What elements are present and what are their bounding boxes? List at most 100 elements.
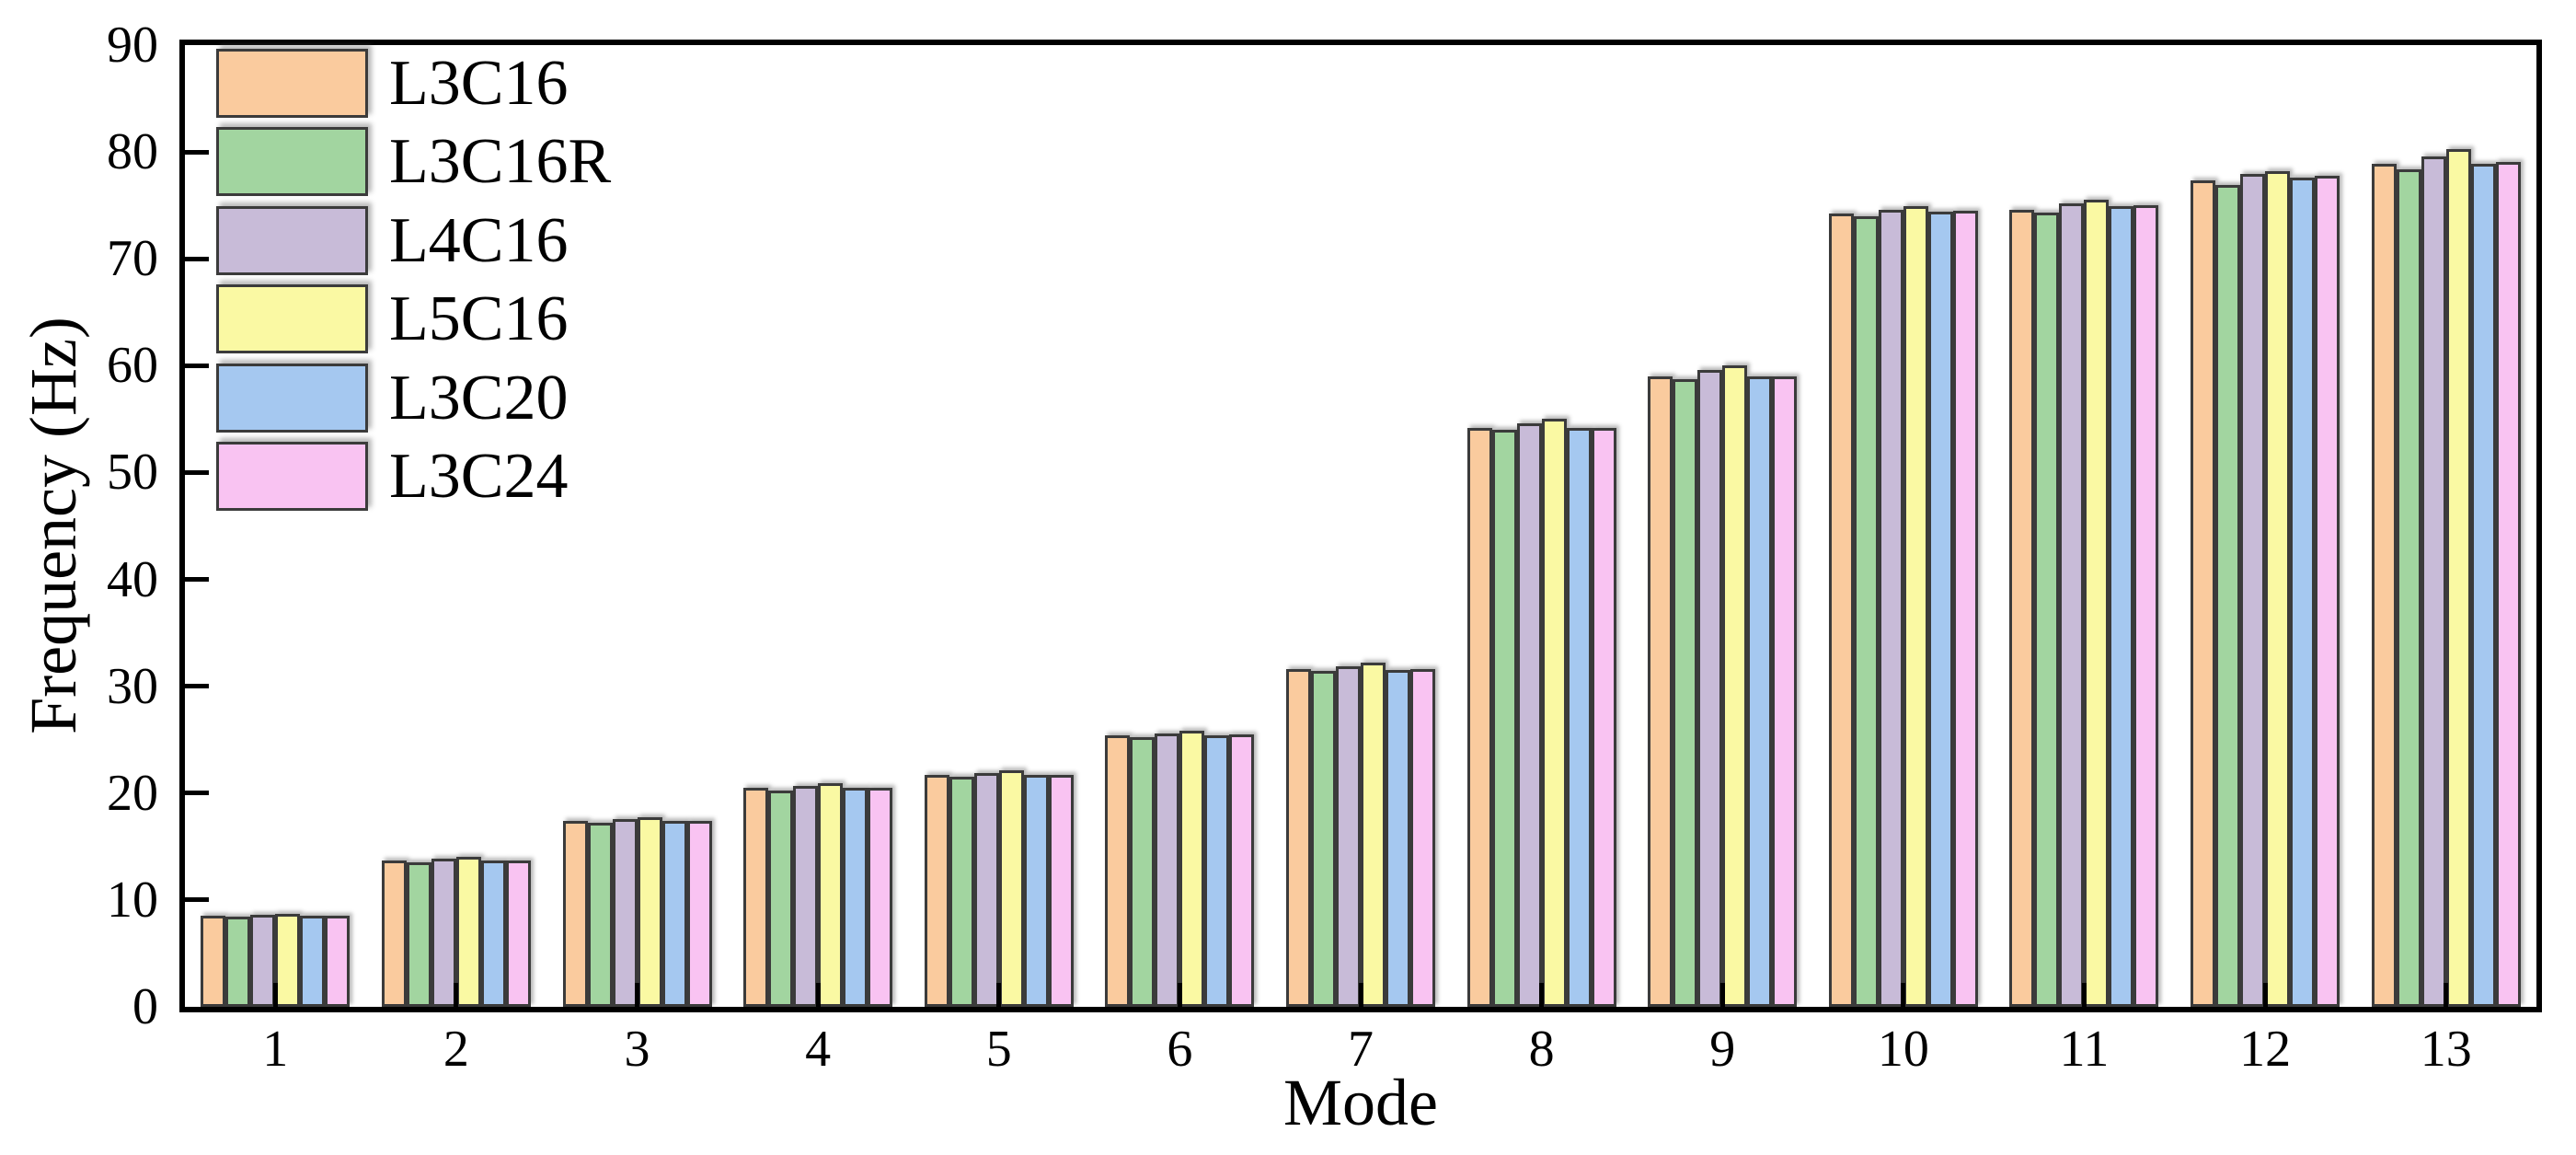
- x-tick-mode-8: [1539, 983, 1545, 1007]
- bar-mode8-L4C16: [1516, 423, 1542, 1007]
- x-tick-label-mode-2: 2: [443, 1021, 469, 1078]
- bar-mode11-L3C24: [2133, 205, 2159, 1007]
- x-tick-mode-9: [1719, 983, 1725, 1007]
- bar-mode4-L5C16: [818, 783, 844, 1007]
- bar-mode13-L3C16R: [2396, 169, 2421, 1007]
- bar-mode9-L3C16R: [1673, 379, 1698, 1007]
- x-tick-label-mode-12: 12: [2239, 1021, 2292, 1078]
- x-tick-label-mode-4: 4: [805, 1021, 832, 1078]
- bar-group-mode-7: [1271, 45, 1452, 1007]
- bar-mode12-L3C20: [2290, 178, 2316, 1007]
- x-tick-label-mode-6: 6: [1167, 1021, 1193, 1078]
- plot-area: [179, 40, 2542, 1012]
- bar-mode1-L5C16: [275, 914, 301, 1007]
- legend-swatch-L3C16: [216, 49, 368, 118]
- bar-mode2-L4C16: [431, 859, 456, 1007]
- x-tick-label-mode-1: 1: [262, 1021, 289, 1078]
- legend-label-L5C16: L5C16: [389, 283, 569, 354]
- x-axis-title: Mode: [1283, 1066, 1438, 1139]
- bar-mode4-L4C16: [793, 786, 819, 1007]
- bar-mode7-L4C16: [1335, 666, 1361, 1007]
- bar-mode10-L5C16: [1903, 206, 1928, 1007]
- y-tick-label-10: 10: [107, 871, 158, 929]
- x-tick-mode-1: [272, 983, 278, 1007]
- bar-mode6-L4C16: [1155, 733, 1180, 1007]
- bar-mode13-L3C24: [2495, 162, 2521, 1007]
- legend-label-L3C16R: L3C16R: [389, 126, 612, 197]
- x-tick-mode-2: [454, 983, 459, 1007]
- bar-mode7-L3C24: [1409, 669, 1435, 1007]
- bar-mode4-L3C16R: [768, 791, 794, 1007]
- x-tick-label-mode-5: 5: [985, 1021, 1012, 1078]
- y-tick-label-50: 50: [107, 444, 158, 502]
- bar-mode11-L5C16: [2084, 200, 2110, 1007]
- x-tick-mode-5: [996, 983, 1002, 1007]
- bar-mode3-L3C16R: [587, 823, 613, 1007]
- bar-mode7-L3C16R: [1310, 671, 1336, 1007]
- bar-mode13-L4C16: [2421, 156, 2446, 1007]
- bar-mode1-L3C16R: [225, 917, 251, 1007]
- bar-mode3-L5C16: [637, 817, 662, 1007]
- bar-mode1-L4C16: [250, 915, 276, 1007]
- bar-mode11-L3C16R: [2034, 213, 2060, 1007]
- x-tick-mode-12: [2262, 983, 2268, 1007]
- bar-mode13-L3C16: [2371, 164, 2397, 1007]
- bar-mode9-L4C16: [1697, 370, 1723, 1007]
- bar-group-mode-10: [1813, 45, 1995, 1007]
- bar-mode6-L3C24: [1229, 734, 1255, 1007]
- bar-mode8-L3C24: [1591, 428, 1616, 1007]
- legend-swatch-L3C20: [216, 364, 368, 433]
- legend-swatch-L4C16: [216, 206, 368, 275]
- bar-mode4-L3C16: [743, 788, 769, 1007]
- y-tick-80: [185, 149, 209, 155]
- bar-group-mode-11: [1994, 45, 2175, 1007]
- legend-label-L3C20: L3C20: [389, 363, 569, 433]
- bar-mode10-L3C16R: [1853, 216, 1879, 1007]
- bar-mode7-L3C16: [1285, 669, 1311, 1007]
- bar-mode11-L3C16: [2009, 210, 2035, 1007]
- bar-mode2-L3C16: [381, 860, 407, 1007]
- bar-mode11-L3C20: [2109, 206, 2134, 1007]
- y-tick-60: [185, 363, 209, 368]
- bar-mode6-L5C16: [1179, 731, 1205, 1007]
- bar-group-mode-8: [1451, 45, 1632, 1007]
- bar-group-mode-5: [908, 45, 1089, 1007]
- x-tick-mode-11: [2081, 983, 2087, 1007]
- bar-mode3-L4C16: [612, 819, 638, 1007]
- y-tick-20: [185, 791, 209, 796]
- legend-label-L3C24: L3C24: [389, 441, 569, 512]
- y-tick-label-20: 20: [107, 764, 158, 822]
- bar-mode2-L5C16: [455, 857, 481, 1007]
- bar-mode7-L5C16: [1360, 663, 1386, 1007]
- bar-mode13-L3C20: [2470, 164, 2496, 1007]
- bar-group-mode-3: [546, 45, 728, 1007]
- x-tick-label-mode-11: 11: [2059, 1021, 2110, 1078]
- y-tick-label-80: 80: [107, 123, 158, 181]
- bar-mode6-L3C16R: [1130, 737, 1156, 1007]
- bar-group-mode-1: [185, 45, 366, 1007]
- bar-mode4-L3C24: [868, 788, 893, 1007]
- bar-mode10-L3C24: [1952, 211, 1978, 1007]
- legend-item-L3C20: L3C20: [216, 364, 568, 433]
- bar-mode5-L3C20: [1023, 775, 1049, 1007]
- bar-mode8-L5C16: [1541, 419, 1567, 1007]
- bar-mode2-L3C24: [505, 860, 531, 1007]
- bar-mode12-L3C16R: [2215, 185, 2241, 1007]
- x-tick-label-mode-10: 10: [1877, 1021, 1929, 1078]
- bar-mode5-L3C16: [924, 775, 949, 1007]
- x-tick-mode-6: [1177, 983, 1182, 1007]
- x-tick-mode-4: [815, 983, 821, 1007]
- legend-item-L3C16: L3C16: [216, 49, 568, 118]
- y-tick-label-40: 40: [107, 550, 158, 608]
- x-tick-mode-13: [2444, 983, 2449, 1007]
- y-tick-label-70: 70: [107, 230, 158, 288]
- bar-mode12-L5C16: [2265, 171, 2291, 1007]
- bar-group-mode-4: [728, 45, 909, 1007]
- y-tick-70: [185, 256, 209, 261]
- bar-mode12-L3C16: [2191, 180, 2216, 1007]
- bar-group-mode-9: [1632, 45, 1813, 1007]
- y-tick-label-0: 0: [132, 978, 158, 1035]
- bar-group-mode-13: [2355, 45, 2536, 1007]
- bar-group-mode-2: [366, 45, 547, 1007]
